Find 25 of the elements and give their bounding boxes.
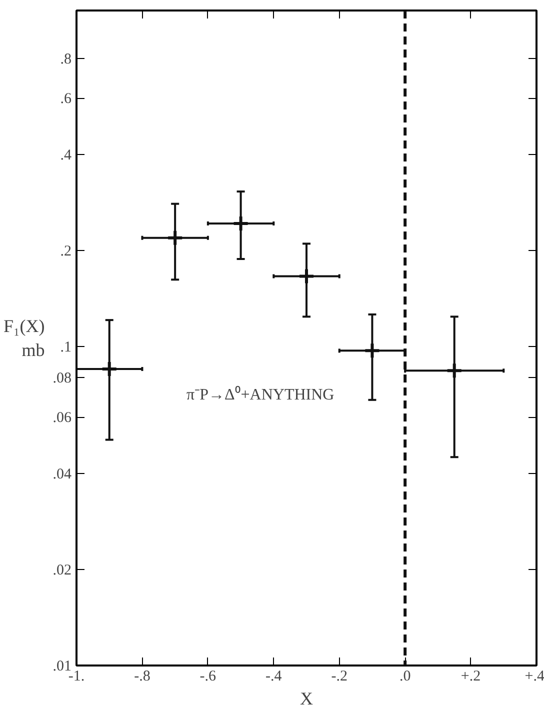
y-tick-label: .6 [60, 91, 72, 108]
point [166, 229, 184, 246]
x-tick-label: -.8 [134, 668, 150, 684]
x-tick-label: +.2 [460, 668, 481, 684]
point [100, 360, 118, 378]
y-tick-label: .4 [60, 147, 72, 164]
y-tick-label: .06 [52, 410, 72, 426]
point [446, 362, 463, 380]
y-axis-title: F₁(X) mb [3, 316, 45, 360]
x-tick-label: -.4 [266, 668, 282, 684]
x-tick-label: +.4 [524, 668, 544, 684]
x-tick-label: -.2 [331, 668, 348, 684]
x-tick-label: .0 [399, 668, 411, 684]
x-tick-label: -.6 [200, 668, 217, 684]
point [364, 342, 381, 360]
x-axis-title: X [300, 688, 313, 708]
y-tick-label: .02 [52, 562, 72, 578]
point [232, 214, 250, 232]
y-tick-label: .1 [60, 339, 72, 356]
annotation: π⁻P→Δ⁰+ANYTHING [186, 386, 335, 404]
y-tick-label: .2 [60, 243, 72, 260]
y-tick-label: .08 [52, 370, 72, 386]
point [298, 268, 315, 285]
y-tick-label: .8 [60, 51, 72, 68]
y-tick-label: .04 [52, 466, 72, 482]
